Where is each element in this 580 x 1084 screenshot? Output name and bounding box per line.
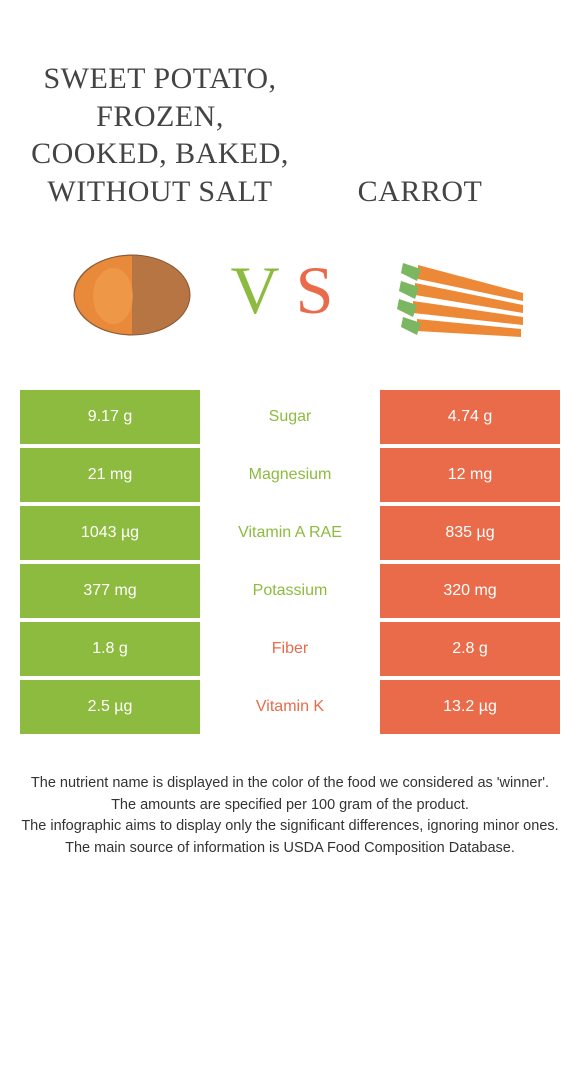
food-left-title: Sweet potato, frozen, cooked, baked, wit… [30,60,290,210]
food-right-image [365,220,560,360]
value-right: 12 mg [380,448,560,502]
value-right: 320 mg [380,564,560,618]
food-left-image [20,220,215,360]
vs-label: VS [225,251,356,330]
value-left: 377 mg [20,564,200,618]
table-row: 1043 µg Vitamin A RAE 835 µg [20,506,560,560]
nutrient-label: Vitamin A RAE [200,506,380,560]
table-row: 9.17 g Sugar 4.74 g [20,390,560,444]
vs-row: VS [0,220,580,380]
footnote-line: The amounts are specified per 100 gram o… [12,796,568,816]
footnote-line: The nutrient name is displayed in the co… [12,774,568,794]
header: Sweet potato, frozen, cooked, baked, wit… [0,0,580,220]
footnote-line: The main source of information is USDA F… [12,839,568,859]
vs-v: V [231,252,296,328]
footnotes: The nutrient name is displayed in the co… [12,774,568,858]
value-left: 1043 µg [20,506,200,560]
nutrient-label: Fiber [200,622,380,676]
value-right: 2.8 g [380,622,560,676]
table-row: 2.5 µg Vitamin K 13.2 µg [20,680,560,734]
nutrient-label: Vitamin K [200,680,380,734]
nutrient-table: 9.17 g Sugar 4.74 g 21 mg Magnesium 12 m… [20,390,560,734]
table-row: 21 mg Magnesium 12 mg [20,448,560,502]
nutrient-label: Magnesium [200,448,380,502]
value-left: 2.5 µg [20,680,200,734]
value-left: 21 mg [20,448,200,502]
value-right: 835 µg [380,506,560,560]
table-row: 377 mg Potassium 320 mg [20,564,560,618]
table-row: 1.8 g Fiber 2.8 g [20,622,560,676]
nutrient-label: Potassium [200,564,380,618]
value-right: 4.74 g [380,390,560,444]
food-right-title: Carrot [290,173,550,211]
vs-s: S [296,252,350,328]
value-right: 13.2 µg [380,680,560,734]
value-left: 9.17 g [20,390,200,444]
footnote-line: The infographic aims to display only the… [12,817,568,837]
nutrient-label: Sugar [200,390,380,444]
value-left: 1.8 g [20,622,200,676]
